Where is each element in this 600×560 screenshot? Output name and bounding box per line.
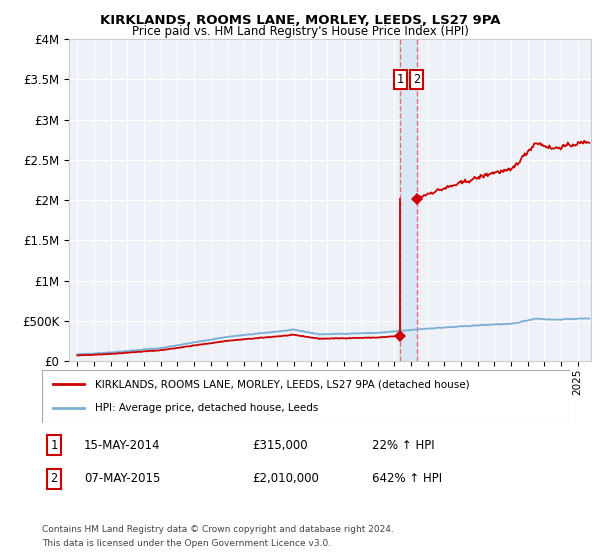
Text: £2,010,000: £2,010,000 <box>252 472 319 486</box>
Text: HPI: Average price, detached house, Leeds: HPI: Average price, detached house, Leed… <box>95 403 318 413</box>
Text: KIRKLANDS, ROOMS LANE, MORLEY, LEEDS, LS27 9PA: KIRKLANDS, ROOMS LANE, MORLEY, LEEDS, LS… <box>100 14 500 27</box>
Text: 15-MAY-2014: 15-MAY-2014 <box>84 438 161 452</box>
Text: Contains HM Land Registry data © Crown copyright and database right 2024.: Contains HM Land Registry data © Crown c… <box>42 525 394 534</box>
Text: £315,000: £315,000 <box>252 438 308 452</box>
Text: Price paid vs. HM Land Registry's House Price Index (HPI): Price paid vs. HM Land Registry's House … <box>131 25 469 38</box>
Text: 642% ↑ HPI: 642% ↑ HPI <box>372 472 442 486</box>
Text: This data is licensed under the Open Government Licence v3.0.: This data is licensed under the Open Gov… <box>42 539 331 548</box>
Text: KIRKLANDS, ROOMS LANE, MORLEY, LEEDS, LS27 9PA (detached house): KIRKLANDS, ROOMS LANE, MORLEY, LEEDS, LS… <box>95 380 469 390</box>
Text: 07-MAY-2015: 07-MAY-2015 <box>84 472 160 486</box>
Text: 1: 1 <box>397 73 404 86</box>
Text: 2: 2 <box>50 472 58 486</box>
Bar <box>400 39 417 361</box>
Text: 22% ↑ HPI: 22% ↑ HPI <box>372 438 434 452</box>
Text: 2: 2 <box>413 73 420 86</box>
Text: 1: 1 <box>50 438 58 452</box>
FancyBboxPatch shape <box>42 370 570 423</box>
